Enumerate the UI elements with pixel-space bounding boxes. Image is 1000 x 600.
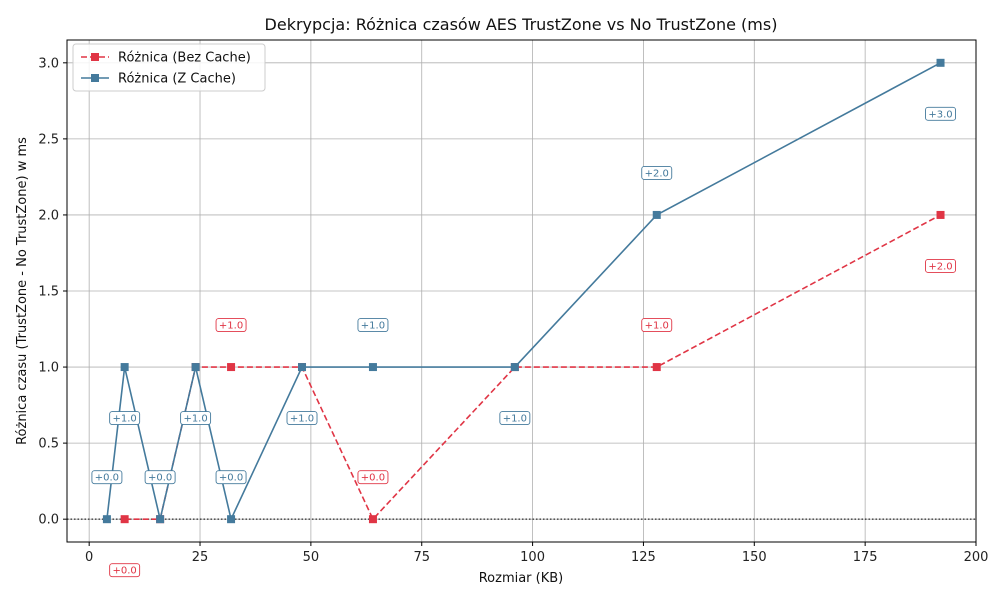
data-label-text: +2.0: [928, 261, 952, 272]
data-point: [120, 363, 129, 372]
data-label: +1.0: [109, 411, 141, 426]
x-tick-label: 25: [192, 550, 209, 565]
x-tick-label: 125: [631, 550, 656, 565]
data-point: [652, 363, 661, 372]
legend-entry: Różnica (Bez Cache): [81, 51, 251, 66]
data-label-box: [91, 470, 123, 485]
x-tick-label: 50: [303, 550, 320, 565]
data-label-text: +0.0: [95, 473, 119, 484]
data-label-text: +0.0: [361, 473, 385, 484]
data-point: [227, 515, 236, 524]
data-label-text: +1.0: [183, 414, 207, 425]
data-point: [156, 515, 165, 524]
y-tick-label: 1.0: [38, 361, 59, 376]
y-tick-label: 0.5: [38, 437, 59, 452]
data-label-text: +0.0: [148, 473, 172, 484]
data-point: [510, 363, 519, 372]
data-label-text: +3.0: [928, 109, 952, 120]
y-tick-label: 3.0: [38, 56, 59, 71]
data-label: +0.0: [215, 470, 247, 485]
data-point: [191, 363, 200, 372]
annotations-group: +0.0 +1.0 +0.0 +1.0 +2.0 +0.0 +1.0 +0.0 +1.0 +0.0…: [91, 106, 956, 578]
x-tick-label: 150: [742, 550, 767, 565]
data-label: +0.0: [91, 470, 123, 485]
data-label-box: [215, 470, 247, 485]
legend-label: Różnica (Bez Cache): [118, 51, 251, 66]
data-label: +0.0: [144, 470, 176, 485]
data-label: +2.0: [925, 258, 956, 273]
data-label-box: [925, 258, 956, 273]
legend-box: [72, 43, 266, 92]
data-label-text: +1.0: [503, 414, 527, 425]
data-label-text: +1.0: [361, 321, 385, 332]
data-point: [652, 210, 661, 219]
data-point: [368, 363, 377, 372]
legend-marker: [91, 53, 99, 61]
data-label: +1.0: [357, 318, 389, 333]
data-label-box: [286, 411, 318, 426]
data-label-text: +1.0: [290, 414, 314, 425]
x-tick-label: 100: [520, 550, 545, 565]
data-point: [368, 515, 377, 524]
data-point: [936, 210, 945, 219]
data-point: [936, 58, 945, 67]
data-label: +1.0: [180, 411, 212, 426]
data-label-box: [641, 165, 673, 180]
data-label-box: [499, 411, 531, 426]
y-tick-label: 2.5: [38, 132, 59, 147]
series-group: [102, 58, 945, 524]
series-2: [102, 58, 945, 524]
data-label-box: [925, 106, 956, 121]
data-label: +0.0: [109, 563, 141, 578]
data-label-box: [357, 318, 389, 333]
data-label-box: [641, 318, 673, 333]
series-line: [106, 62, 941, 522]
data-label-box: [144, 470, 176, 485]
data-label-box: [357, 470, 389, 485]
data-label-text: +2.0: [645, 168, 669, 179]
data-label-box: [180, 411, 212, 426]
data-label: +3.0: [925, 106, 956, 121]
legend-entry: Różnica (Z Cache): [81, 72, 236, 87]
data-label: +1.0: [286, 411, 318, 426]
y-tick-label: 2.0: [38, 208, 59, 223]
legend-marker: [91, 74, 99, 82]
x-tick-label: 0: [85, 550, 93, 565]
data-label: +1.0: [641, 318, 673, 333]
data-label-text: +1.0: [112, 414, 136, 425]
data-label: +1.0: [215, 318, 247, 333]
y-axis-label: Różnica czasu (TrustZone - No TrustZone)…: [15, 137, 30, 445]
data-label-box: [109, 563, 141, 578]
x-tick-label: 200: [964, 550, 989, 565]
data-point: [120, 515, 129, 524]
chart-title: Dekrypcja: Różnica czasów AES TrustZone …: [265, 15, 778, 34]
data-label-text: +1.0: [219, 321, 243, 332]
data-point: [227, 363, 236, 372]
data-label-text: +0.0: [219, 473, 243, 484]
data-label: +2.0: [641, 165, 673, 180]
data-label-text: +0.0: [112, 566, 136, 577]
legend-label: Różnica (Z Cache): [118, 72, 236, 87]
data-label-text: +1.0: [645, 321, 669, 332]
data-label: +0.0: [357, 470, 389, 485]
data-label: +1.0: [499, 411, 531, 426]
x-axis-label: Rozmiar (KB): [479, 571, 564, 586]
x-tick-label: 175: [853, 550, 878, 565]
x-tick-label: 75: [413, 550, 430, 565]
y-tick-label: 1.5: [38, 285, 59, 300]
legend: Różnica (Bez Cache) Różnica (Z Cache): [72, 43, 266, 92]
data-point: [298, 363, 307, 372]
data-label-box: [109, 411, 141, 426]
data-point: [102, 515, 111, 524]
data-label-box: [215, 318, 247, 333]
y-tick-label: 0.0: [38, 513, 59, 528]
axis-ticks: 0 25 50 75 100 125 150 175 200 0.0 0.5 1.0 1.5 2.0 2.5…: [38, 56, 988, 565]
